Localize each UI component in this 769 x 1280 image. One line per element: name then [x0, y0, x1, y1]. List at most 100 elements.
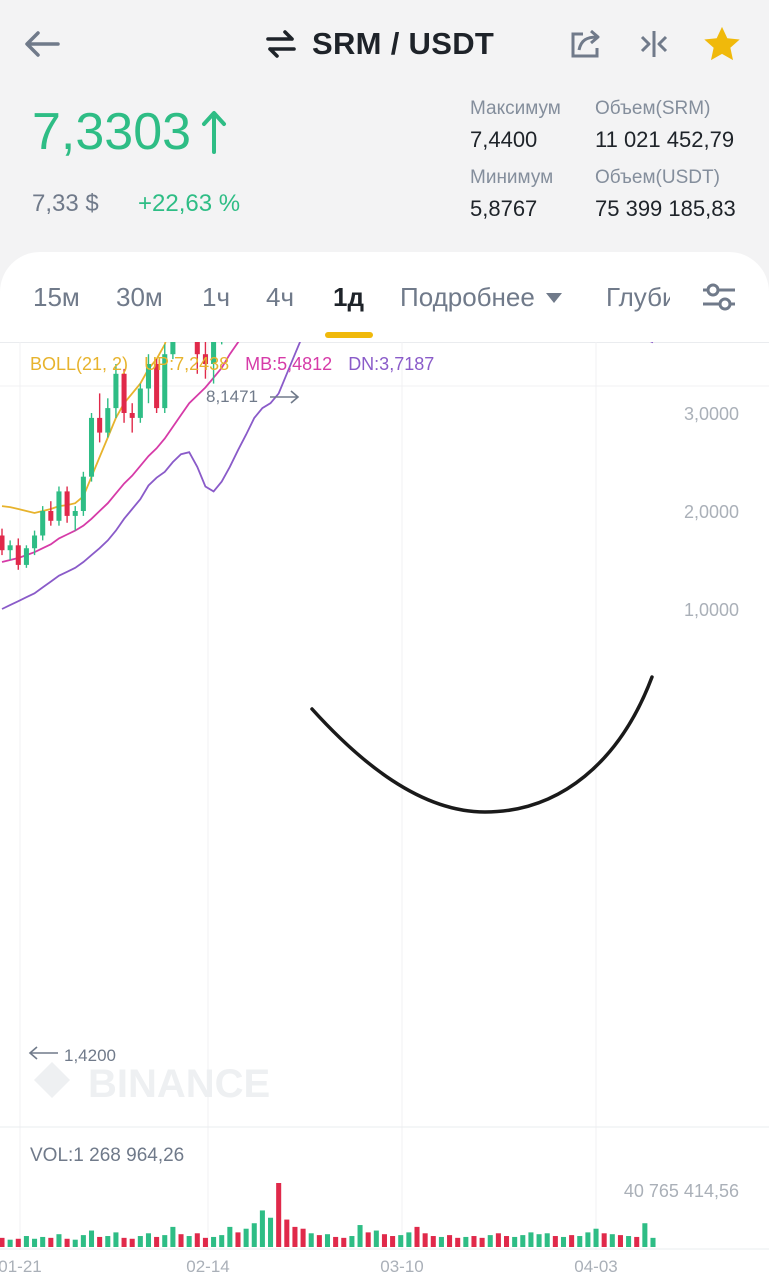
candle — [40, 506, 46, 541]
candle-body — [0, 535, 5, 551]
volume-bar — [105, 1236, 111, 1247]
volume-bar — [15, 1238, 21, 1247]
boll-up: UP:7,2438 — [144, 354, 230, 374]
candle — [221, 342, 223, 345]
pair-selector[interactable]: SRM / USDT — [264, 22, 494, 66]
volume-bar — [609, 1234, 615, 1247]
back-button[interactable] — [20, 22, 64, 66]
volume-bar — [414, 1226, 420, 1247]
chart-settings-icon[interactable] — [700, 280, 738, 314]
tab-more[interactable]: Подробнее — [400, 282, 563, 313]
boll-upper-line — [1, 342, 167, 514]
volume-bar — [308, 1233, 314, 1247]
candle-body — [162, 354, 168, 409]
candle-body — [88, 417, 95, 477]
candle-body — [194, 342, 200, 355]
volume-bar — [544, 1233, 550, 1247]
candle-body — [15, 545, 21, 565]
volume-bar — [487, 1235, 493, 1247]
low-label: Минимум — [470, 167, 554, 188]
candle-body — [56, 491, 62, 521]
volume-base-value: 11 021 452,79 — [595, 127, 735, 152]
volume-bar — [438, 1236, 444, 1247]
volume-bar — [259, 1210, 265, 1247]
candle — [194, 342, 200, 374]
x-tick-label: 01-21 — [0, 1257, 42, 1276]
last-price: 7,3303 — [32, 102, 227, 162]
volume-bar — [48, 1237, 54, 1247]
tab-depth[interactable]: Глубина — [606, 282, 670, 312]
volume-bar — [0, 1237, 5, 1247]
max-price-label: 8,1471 — [206, 387, 258, 406]
candle-body — [80, 476, 86, 511]
volume-bar — [495, 1233, 501, 1247]
candle-body — [129, 413, 135, 418]
price-up-arrow-icon — [202, 111, 227, 154]
volume-bar — [430, 1236, 436, 1247]
tab-1d[interactable]: 1д — [333, 282, 364, 312]
volume-bar — [194, 1233, 200, 1247]
favorite-button[interactable] — [703, 25, 741, 63]
low-value: 5,8767 — [470, 196, 538, 221]
volume-bar — [626, 1236, 632, 1247]
share-button[interactable] — [567, 25, 605, 63]
candle — [7, 540, 13, 560]
candle-body — [211, 342, 217, 364]
volume-bar — [365, 1232, 371, 1247]
candle — [0, 528, 5, 556]
volume-bar — [552, 1236, 558, 1247]
watermark-text: BINANCE — [88, 1062, 270, 1106]
candle-body — [64, 491, 70, 516]
price-change: +22,63 % — [138, 190, 241, 217]
volume-bar — [324, 1234, 331, 1247]
volume-bar — [390, 1236, 396, 1247]
candle-body — [40, 511, 46, 536]
boll-label: BOLL(21, 2) — [30, 354, 129, 374]
candle — [48, 501, 54, 526]
candle-body — [154, 364, 160, 409]
share-icon — [571, 29, 600, 58]
volume-bar — [235, 1232, 241, 1247]
volume-bar — [97, 1236, 103, 1247]
tab-30m[interactable]: 30м — [116, 282, 163, 312]
candle — [129, 403, 135, 433]
volume-bar — [479, 1237, 485, 1247]
candle — [121, 368, 127, 423]
star-icon — [704, 26, 740, 61]
volume-bar — [406, 1232, 412, 1247]
candle-body — [32, 535, 38, 549]
candlestick-chart[interactable]: BINANCE8,00007,00006,00005,00004,00003,0… — [0, 342, 769, 1280]
candle-body — [48, 511, 54, 521]
boll-dn: DN:3,7187 — [348, 354, 435, 374]
volume-bar — [276, 1183, 282, 1247]
candle — [15, 538, 21, 570]
interval-tabs: 15м 30м 1ч 4ч 1д Подробнее — [0, 262, 769, 340]
tab-1h[interactable]: 1ч — [202, 282, 231, 312]
volume-bar — [560, 1236, 567, 1247]
compare-button[interactable] — [635, 25, 673, 63]
tab-15m[interactable]: 15м — [33, 282, 80, 312]
candle — [154, 359, 160, 413]
volume-bar — [585, 1232, 591, 1247]
boll-lower-line — [1, 342, 654, 610]
x-tick-label: 04-03 — [574, 1257, 617, 1276]
tab-4h[interactable]: 4ч — [266, 282, 295, 312]
volume-bar — [32, 1238, 38, 1247]
candle — [64, 486, 70, 523]
volume-bar — [349, 1236, 355, 1247]
cup-pattern-curve — [310, 675, 654, 814]
candle — [211, 342, 217, 384]
volume-bar — [577, 1236, 583, 1247]
volume-base-label: Объем(SRM) — [595, 98, 711, 119]
candle — [105, 398, 111, 438]
candle-body — [113, 373, 119, 409]
volume-bar — [471, 1236, 477, 1247]
volume-bar — [447, 1235, 453, 1247]
candle — [113, 364, 119, 418]
x-tick-label: 03-10 — [380, 1257, 423, 1276]
candle-body — [121, 373, 127, 413]
volume-bar — [129, 1238, 135, 1247]
volume-bar — [381, 1234, 387, 1247]
volume-bar — [593, 1228, 599, 1247]
volume-bar — [121, 1237, 127, 1247]
